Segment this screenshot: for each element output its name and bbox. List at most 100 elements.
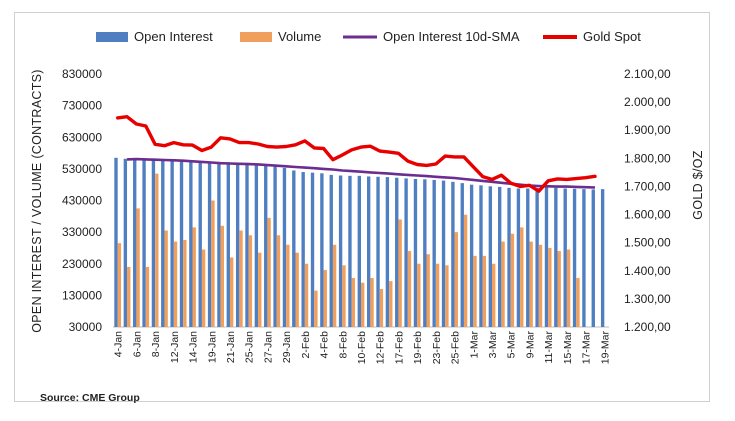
open-interest-bar <box>245 162 249 327</box>
volume-bar <box>473 255 477 327</box>
y-tick-label: 530000 <box>62 162 102 176</box>
y-tick-label: 30000 <box>69 320 103 334</box>
open-interest-bar <box>488 186 493 327</box>
open-interest-bar <box>133 158 137 327</box>
open-interest-bar <box>179 160 184 327</box>
y2-tick-label: 1.400,00 <box>624 264 671 278</box>
open-interest-bar <box>404 178 408 327</box>
x-tick-label: 17-Feb <box>393 331 405 364</box>
x-tick-label: 15-Mar <box>562 331 574 365</box>
volume-bar <box>258 252 262 327</box>
x-tick-label: 11-Mar <box>543 331 555 364</box>
volume-bar <box>276 235 281 327</box>
open-interest-bar <box>329 174 333 327</box>
x-tick-label: 25-Feb <box>450 331 462 364</box>
volume-bar <box>332 244 337 327</box>
volume-bar <box>220 225 224 327</box>
open-interest-bar <box>544 187 549 327</box>
x-tick-label: 12-Jan <box>169 331 181 363</box>
volume-bar <box>510 233 515 327</box>
chart-frame: 30000 130000 230000 330000 430000 530000 63000… <box>14 12 710 404</box>
volume-bar <box>342 265 346 327</box>
volume-bar <box>566 249 571 327</box>
open-interest-bar <box>198 162 202 327</box>
y2-tick-label: 1.600,00 <box>624 208 671 222</box>
open-interest-bar <box>591 189 595 327</box>
open-interest-bar <box>189 161 193 327</box>
y2-tick-label: 2.100,00 <box>624 67 671 81</box>
y-tick-label: 230000 <box>62 257 102 271</box>
volume-bar <box>192 227 196 327</box>
volume-bar <box>548 247 552 327</box>
open-interest-bar <box>460 183 464 327</box>
open-interest-bar <box>320 173 324 327</box>
x-tick-label: 6-Jan <box>131 331 143 357</box>
open-interest-bar <box>423 179 427 327</box>
volume-bar <box>136 208 140 327</box>
open-interest-bar <box>114 157 118 327</box>
volume-bar <box>164 230 168 327</box>
x-tick-label: 5-Mar <box>506 330 518 358</box>
volume-bar <box>173 241 178 327</box>
open-interest-bar <box>264 165 268 327</box>
open-interest-bar <box>348 175 352 327</box>
legend-label-open-interest: Open Interest <box>134 29 213 44</box>
y2-axis-label: GOLD $/OZ <box>691 150 705 219</box>
open-interest-bar <box>441 180 446 327</box>
x-tick-label: 10-Feb <box>356 331 368 364</box>
volume-bar <box>295 252 299 327</box>
open-interest-bar <box>254 163 259 327</box>
volume-bar <box>229 257 234 327</box>
volume-bar <box>576 277 580 327</box>
volume-bar <box>557 251 561 327</box>
volume-bar <box>239 230 243 327</box>
open-interest-bar <box>554 187 558 327</box>
volume-bar <box>463 214 468 327</box>
volume-bar <box>482 255 487 327</box>
open-interest-bar <box>385 177 390 327</box>
x-tick-label: 12-Feb <box>375 331 387 364</box>
y-tick-label: 130000 <box>62 288 102 302</box>
open-interest-bar <box>451 181 455 327</box>
volume-bar <box>379 289 384 327</box>
x-tick-label: 4-Jan <box>113 331 125 357</box>
volume-bar <box>445 265 449 327</box>
open-interest-bar <box>273 166 277 327</box>
y-axis-label: OPEN INTEREST / VOLUME (CONTRACTS) <box>30 69 44 332</box>
volume-bar <box>398 219 402 327</box>
volume-bar <box>155 173 159 327</box>
legend-label-gold: Gold Spot <box>583 29 641 44</box>
volume-bar <box>323 270 327 327</box>
volume-bar <box>389 281 393 327</box>
x-tick-label: 2-Feb <box>300 331 312 359</box>
volume-bar <box>417 263 421 327</box>
volume-bar <box>127 266 131 327</box>
legend-swatch-volume <box>240 32 272 42</box>
open-interest-bar <box>469 184 474 327</box>
open-interest-bar <box>432 179 436 327</box>
open-interest-bar <box>310 172 315 327</box>
volume-bar <box>201 249 206 327</box>
open-interest-bar <box>507 187 511 327</box>
y2-tick-label: 1.300,00 <box>624 292 671 306</box>
open-interest-bar <box>207 162 212 327</box>
volume-bar <box>361 282 365 327</box>
open-interest-bar <box>516 188 521 327</box>
volume-bar <box>117 243 122 327</box>
volume-bar <box>426 254 430 327</box>
open-interest-bar <box>376 176 380 327</box>
open-interest-bar <box>235 162 240 327</box>
volume-bar <box>267 217 271 327</box>
y2-tick-label: 1.700,00 <box>624 179 671 193</box>
open-interest-bar <box>292 170 296 327</box>
volume-bar <box>529 241 533 327</box>
x-tick-label: 8-Feb <box>337 331 349 359</box>
open-interest-bar <box>301 172 305 327</box>
x-tick-label: 25-Jan <box>244 331 256 363</box>
legend-label-volume: Volume <box>278 29 321 44</box>
source-note: Source: CME Group <box>40 392 140 404</box>
x-tick-label: 4-Feb <box>319 331 331 359</box>
gold-spot-line <box>115 114 597 193</box>
volume-bar <box>370 277 374 327</box>
x-tick-label: 21-Jan <box>225 331 237 363</box>
